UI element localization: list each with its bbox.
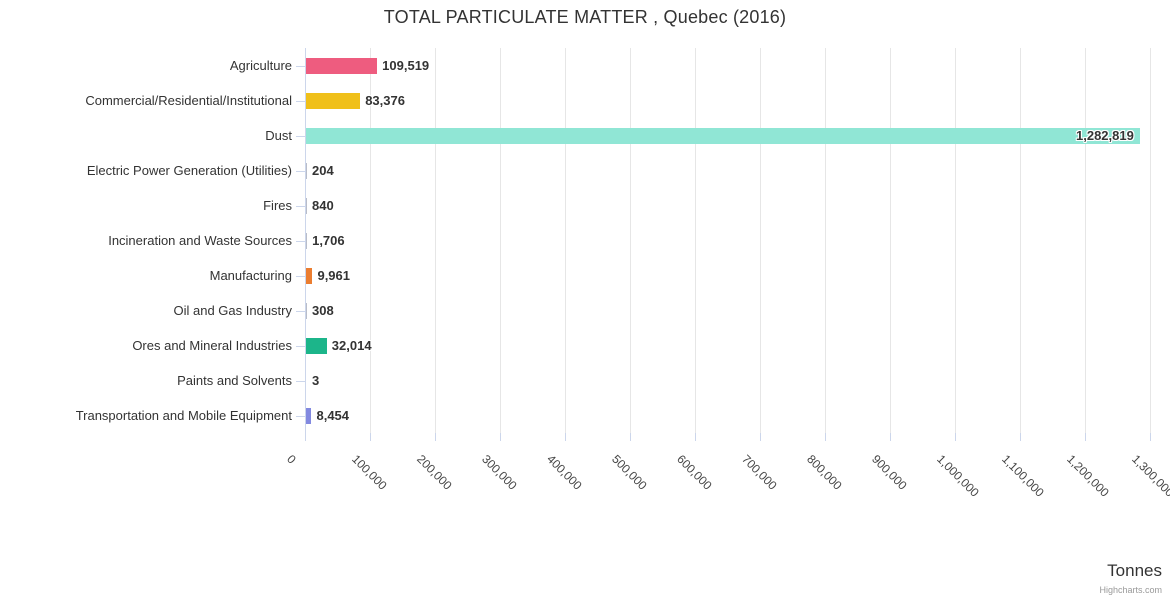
- category-tick: [296, 346, 305, 347]
- x-axis-tick-label: 400,000: [544, 452, 585, 493]
- category-label: Transportation and Mobile Equipment: [75, 408, 292, 423]
- x-axis-tick: [500, 433, 501, 441]
- value-label: 32,014: [331, 338, 372, 353]
- gridline: [1150, 48, 1151, 433]
- x-axis-tick: [305, 433, 306, 441]
- x-axis-tick: [1150, 433, 1151, 441]
- gridline: [1085, 48, 1086, 433]
- bar[interactable]: [306, 408, 312, 424]
- x-axis-tick-label: 700,000: [739, 452, 780, 493]
- category-tick: [296, 311, 305, 312]
- x-axis-tick-label: 800,000: [804, 452, 845, 493]
- gridline: [1020, 48, 1021, 433]
- bar[interactable]: [306, 338, 327, 354]
- category-tick: [296, 241, 305, 242]
- category-label: Manufacturing: [209, 268, 292, 283]
- highcharts-credit-link[interactable]: Highcharts.com: [1099, 585, 1162, 595]
- value-label: 109,519: [382, 58, 430, 73]
- category-tick: [296, 276, 305, 277]
- category-label: Agriculture: [229, 58, 292, 73]
- x-axis-tick-label: 500,000: [609, 452, 650, 493]
- category-tick: [296, 416, 305, 417]
- category-tick: [296, 381, 305, 382]
- value-label: 1,706: [312, 233, 345, 248]
- value-label: 840: [312, 198, 334, 213]
- x-axis-tick: [1085, 433, 1086, 441]
- x-axis-tick: [565, 433, 566, 441]
- x-axis-tick: [370, 433, 371, 441]
- gridline: [760, 48, 761, 433]
- value-label: 1,282,819: [1076, 128, 1134, 143]
- category-tick: [296, 101, 305, 102]
- category-axis-line: [305, 48, 306, 433]
- x-axis-tick-label: 100,000: [349, 452, 390, 493]
- x-axis-tick-label: 300,000: [479, 452, 520, 493]
- category-label: Commercial/Residential/Institutional: [85, 93, 292, 108]
- x-axis-tick: [1020, 433, 1021, 441]
- category-label: Oil and Gas Industry: [173, 303, 293, 318]
- gridline: [630, 48, 631, 433]
- x-axis-tick-label: 200,000: [414, 452, 455, 493]
- value-label: 9,961: [317, 268, 351, 283]
- category-tick: [296, 206, 305, 207]
- x-axis-tick: [760, 433, 761, 441]
- x-axis-tick-label: 0: [284, 452, 299, 467]
- category-label: Ores and Mineral Industries: [132, 338, 292, 353]
- x-axis-tick: [890, 433, 891, 441]
- bar[interactable]: [306, 128, 1140, 144]
- bar[interactable]: [306, 93, 361, 109]
- gridline: [370, 48, 371, 433]
- x-axis-tick: [955, 433, 956, 441]
- gridline: [825, 48, 826, 433]
- gridline: [565, 48, 566, 433]
- category-label: Electric Power Generation (Utilities): [86, 163, 292, 178]
- category-label: Dust: [265, 128, 292, 143]
- category-label: Fires: [263, 198, 292, 213]
- x-axis-tick: [825, 433, 826, 441]
- bar[interactable]: [306, 58, 378, 74]
- gridline: [500, 48, 501, 433]
- x-axis-tick-label: 1,300,000: [1129, 452, 1170, 500]
- category-label: Incineration and Waste Sources: [108, 233, 292, 248]
- gridline: [435, 48, 436, 433]
- gridline: [695, 48, 696, 433]
- category-label: Paints and Solvents: [177, 373, 292, 388]
- x-axis-tick-label: 1,200,000: [1064, 452, 1112, 500]
- value-label: 8,454: [316, 408, 350, 423]
- value-label: 308: [312, 303, 334, 318]
- x-axis-tick-label: 900,000: [869, 452, 910, 493]
- gridline: [890, 48, 891, 433]
- plot-area: [305, 48, 1151, 433]
- bar[interactable]: [306, 233, 308, 249]
- chart-title: TOTAL PARTICULATE MATTER , Quebec (2016): [383, 7, 787, 27]
- x-axis-tick-label: 1,000,000: [934, 452, 982, 500]
- value-label: 3: [312, 373, 320, 388]
- category-tick: [296, 136, 305, 137]
- category-tick: [296, 66, 305, 67]
- x-axis-tick: [630, 433, 631, 441]
- x-axis-tick: [695, 433, 696, 441]
- gridline: [955, 48, 956, 433]
- x-axis-tick-label: 1,100,000: [999, 452, 1047, 500]
- bar[interactable]: [306, 268, 313, 284]
- x-axis-tick: [435, 433, 436, 441]
- value-label: 204: [312, 163, 334, 178]
- bar[interactable]: [306, 198, 307, 214]
- value-label: 83,376: [365, 93, 405, 108]
- category-tick: [296, 171, 305, 172]
- x-axis-tick-label: 600,000: [674, 452, 715, 493]
- x-axis-title: Tonnes: [1107, 561, 1162, 580]
